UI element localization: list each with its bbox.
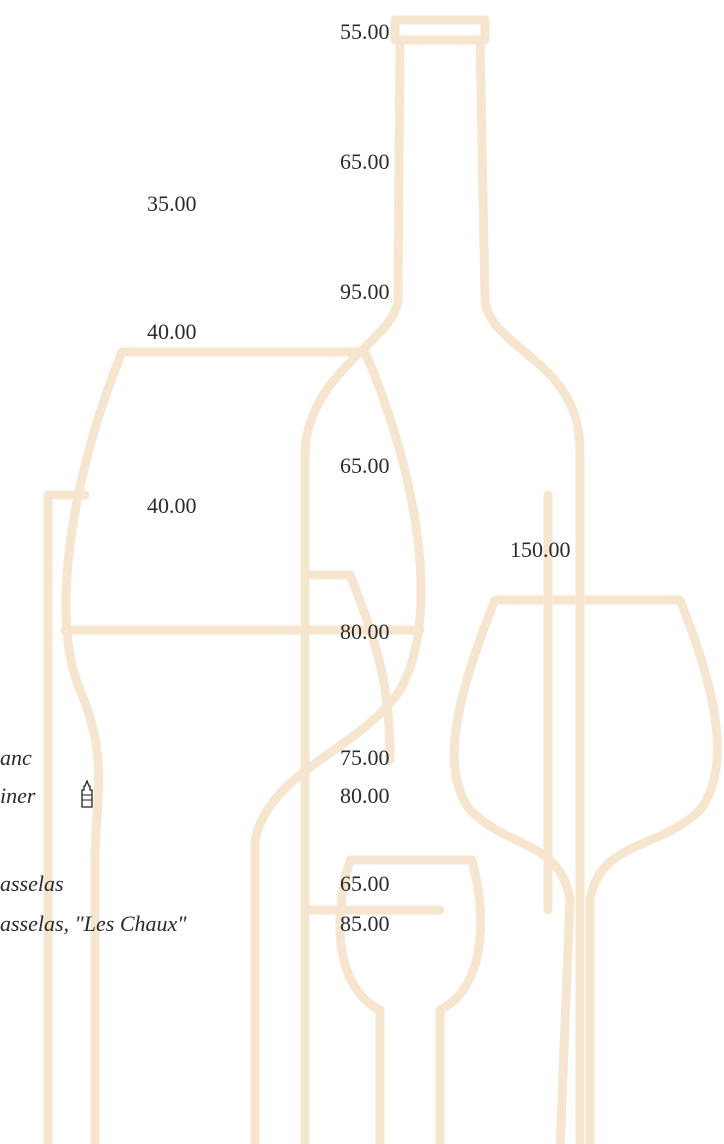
price: 40.00 — [147, 319, 197, 345]
price: 80.00 — [340, 619, 390, 645]
price: 65.00 — [340, 871, 390, 897]
glass-right — [454, 600, 717, 1144]
price: 65.00 — [340, 149, 390, 175]
wine-name: anc — [0, 745, 32, 771]
wine-name: iner — [0, 783, 35, 809]
price: 35.00 — [147, 191, 197, 217]
price: 80.00 — [340, 783, 390, 809]
price: 95.00 — [340, 279, 390, 305]
price: 40.00 — [147, 493, 197, 519]
glass-small — [340, 860, 481, 1144]
price: 75.00 — [340, 745, 390, 771]
icon — [80, 780, 94, 808]
price: 85.00 — [340, 911, 390, 937]
wine-name: asselas — [0, 871, 64, 897]
price: 65.00 — [340, 453, 390, 479]
page: 55.00 65.00 35.00 95.00 40.00 65.00 40.0… — [0, 0, 724, 1144]
price: 150.00 — [510, 537, 571, 563]
price: 55.00 — [340, 19, 390, 45]
wine-name: asselas, "Les Chaux" — [0, 911, 187, 937]
